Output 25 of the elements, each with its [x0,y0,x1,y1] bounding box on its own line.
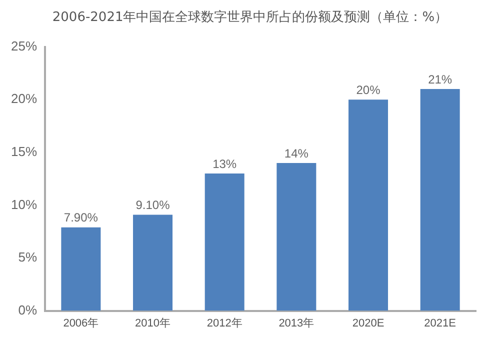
bar [420,89,460,311]
x-tick-label: 2020E [352,317,384,330]
y-tick-label: 15% [10,144,38,159]
data-label: 9.10% [136,198,170,212]
y-tick-label: 20% [10,91,38,106]
bar [348,100,388,311]
data-label: 13% [212,156,237,171]
bar [133,214,173,311]
data-label: 7.90% [64,210,98,225]
x-tick-label: 2010年 [135,317,171,330]
bar [276,162,316,311]
bar [204,174,244,311]
data-label: 14% [284,146,309,160]
y-tick-label: 10% [10,196,38,212]
data-label: 21% [428,72,452,86]
x-tick-label: 2006年 [63,317,99,330]
y-tick-label: 5% [18,250,38,265]
x-tick-label: 2021E [424,317,456,330]
data-label: 20% [356,82,381,97]
bar [61,227,101,311]
x-tick-label: 2013年 [278,317,314,330]
chart-title: 2006-2021年中国在全球数字世界中所占的份额及预测（单位：%） [51,9,449,26]
y-tick-label: 0% [18,302,38,318]
y-tick-label: 25% [10,38,38,54]
x-tick-label: 2012年 [206,317,242,330]
